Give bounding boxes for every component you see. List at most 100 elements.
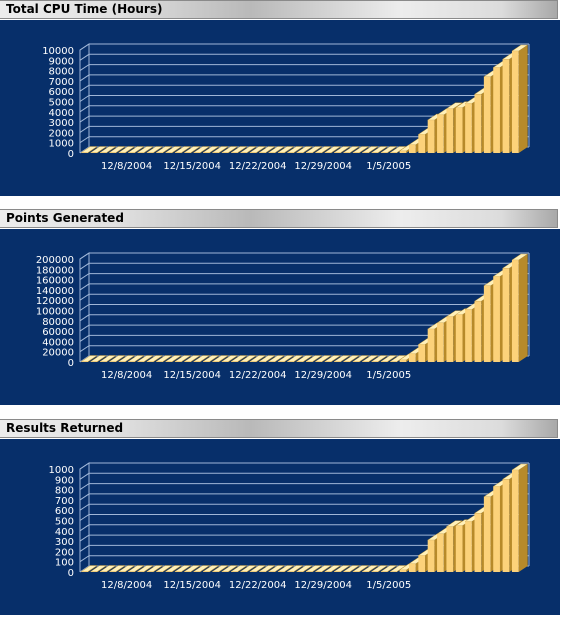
chart-section-3: Results Returned 0 100 200 300 400 500 600 700 80…	[0, 419, 562, 619]
bar	[239, 355, 257, 362]
chart-title: Points Generated	[6, 211, 124, 225]
bar	[118, 146, 136, 153]
left-wall	[79, 252, 90, 362]
gridline	[79, 95, 529, 102]
x-tick-label: 12/29/2004	[294, 161, 352, 172]
bar	[127, 565, 145, 572]
y-tick-label: 120000	[36, 296, 74, 307]
bar	[324, 146, 342, 153]
bar	[90, 146, 108, 153]
bar	[380, 565, 398, 572]
bar	[277, 355, 295, 362]
bar	[108, 146, 126, 153]
bar	[286, 355, 304, 362]
bar	[324, 355, 342, 362]
bar	[230, 565, 248, 572]
bar	[239, 565, 257, 572]
bar	[370, 355, 388, 362]
bar	[352, 565, 370, 572]
bar	[127, 146, 145, 153]
y-tick-label: 8000	[49, 67, 74, 78]
bar	[267, 355, 285, 362]
bar	[305, 565, 323, 572]
y-tick-label: 1000	[49, 465, 74, 476]
y-tick-label: 100	[55, 558, 74, 569]
bar	[342, 146, 360, 153]
gridline	[79, 273, 529, 281]
bar	[108, 565, 126, 572]
bar	[221, 565, 239, 572]
x-tick-label: 1/5/2005	[366, 370, 411, 381]
bar	[146, 565, 164, 572]
left-wall	[79, 43, 90, 153]
bar	[108, 355, 126, 362]
chart-svg: 0200004000060000800001000001200001400001…	[36, 252, 530, 381]
y-tick-label: 5000	[49, 98, 74, 109]
bar	[295, 146, 314, 153]
chart-section-2: Points Generated 0 20000 40000 60000 80000 100…	[0, 209, 562, 409]
bar	[183, 565, 201, 572]
left-wall	[79, 462, 90, 572]
bar	[249, 565, 267, 572]
bar	[136, 146, 154, 153]
x-tick-label: 12/8/2004	[101, 580, 152, 591]
bars	[80, 44, 529, 154]
bar	[352, 146, 370, 153]
bar	[258, 146, 276, 153]
bar	[380, 146, 398, 153]
bar	[230, 146, 248, 153]
x-tick-label: 12/15/2004	[163, 580, 221, 591]
bar	[370, 565, 388, 572]
bar	[221, 355, 239, 362]
bar	[342, 355, 360, 362]
chart-panel: 0 100 200 300 400 500 600 700 800 900 1000 12/8/200…	[0, 439, 560, 615]
bar	[324, 565, 342, 572]
bar	[305, 146, 323, 153]
bar	[80, 355, 98, 362]
bar	[80, 565, 98, 572]
y-tick-label: 140000	[36, 286, 74, 297]
bar	[314, 565, 332, 572]
chart-header: Points Generated	[0, 209, 558, 228]
bar	[183, 355, 201, 362]
y-tick-label: 300	[55, 537, 74, 548]
bar	[370, 146, 388, 153]
bar	[239, 146, 257, 153]
chart-svg: 0100020003000400050006000700080009000100…	[42, 43, 530, 172]
gridline	[79, 64, 529, 72]
y-tick-label: 3000	[49, 118, 74, 129]
bar	[305, 355, 323, 362]
bar	[267, 146, 285, 153]
bar	[155, 565, 173, 572]
bar	[380, 355, 398, 362]
gridlines	[79, 43, 530, 154]
bar	[211, 146, 229, 153]
bar	[333, 355, 351, 362]
bar	[174, 146, 192, 153]
gridline	[79, 262, 529, 270]
bar	[352, 355, 370, 362]
bar	[258, 355, 276, 362]
bar	[99, 355, 117, 362]
y-tick-label: 800	[55, 486, 74, 497]
bar	[267, 565, 285, 572]
bar	[295, 355, 314, 362]
bars	[80, 463, 529, 572]
x-tick-label: 12/22/2004	[229, 370, 287, 381]
bar	[342, 565, 360, 572]
chart-title: Results Returned	[6, 421, 124, 435]
bar	[118, 355, 136, 362]
chart-header: Results Returned	[0, 419, 558, 438]
y-tick-label: 900	[55, 475, 74, 486]
bar	[249, 146, 267, 153]
gridline	[79, 53, 529, 61]
bar	[136, 355, 154, 362]
bar	[192, 565, 211, 572]
x-tick-label: 12/22/2004	[229, 161, 287, 172]
y-tick-label: 160000	[36, 276, 74, 287]
y-tick-label: 0	[68, 358, 74, 369]
x-tick-label: 12/22/2004	[229, 580, 287, 591]
bar	[314, 355, 332, 362]
y-tick-label: 40000	[42, 337, 74, 348]
